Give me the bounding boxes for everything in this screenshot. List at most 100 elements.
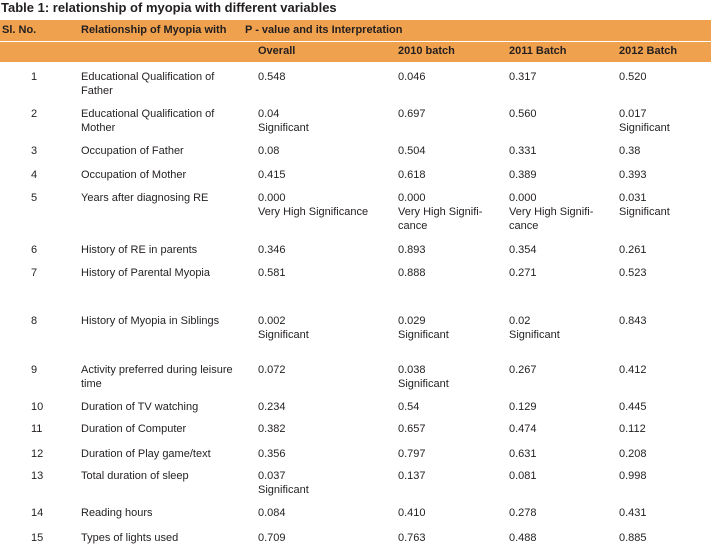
cell-2010-batch: 0.410 (398, 507, 426, 519)
cell-2010-batch: 0.888 (398, 267, 426, 279)
cell-relationship: Duration of Computer (81, 423, 187, 435)
cell-2010-batch: 0.029 Significant (398, 315, 449, 341)
cell-2010-batch: 0.763 (398, 532, 426, 544)
cell-2012-batch: 0.523 (619, 267, 647, 279)
cell-2012-batch: 0.412 (619, 364, 647, 376)
cell-sl-no: 11 (31, 423, 43, 435)
cell-overall: 0.000 Very High Significance (258, 192, 369, 218)
cell-overall: 0.709 (258, 532, 286, 544)
cell-2012-batch: 0.843 (619, 315, 647, 327)
cell-relationship: Educational Qualification of Father (81, 71, 215, 97)
cell-sl-no: 12 (31, 448, 44, 460)
cell-sl-no: 1 (31, 71, 38, 83)
cell-2011-batch: 0.389 (509, 169, 537, 181)
cell-2011-batch: 0.02 Significant (509, 315, 560, 341)
header-p-value: P - value and its Interpretation (245, 24, 403, 36)
cell-sl-no: 3 (31, 145, 38, 157)
cell-2011-batch: 0.317 (509, 71, 537, 83)
cell-2012-batch: 0.38 (619, 145, 641, 157)
cell-sl-no: 13 (31, 470, 44, 482)
header-row-2 (0, 41, 711, 62)
header-relationship: Relationship of Myopia with (81, 24, 227, 36)
cell-relationship: Years after diagnosing RE (81, 192, 209, 204)
cell-sl-no: 6 (31, 244, 38, 256)
cell-overall: 0.04 Significant (258, 108, 309, 134)
cell-2012-batch: 0.998 (619, 470, 647, 482)
cell-2012-batch: 0.885 (619, 532, 647, 544)
cell-2011-batch: 0.560 (509, 108, 537, 120)
cell-relationship: Occupation of Mother (81, 169, 187, 181)
cell-2010-batch: 0.697 (398, 108, 426, 120)
header-2010-batch: 2010 batch (398, 45, 455, 57)
cell-2011-batch: 0.267 (509, 364, 537, 376)
cell-2011-batch: 0.129 (509, 401, 537, 413)
cell-2010-batch: 0.038 Significant (398, 364, 449, 390)
cell-overall: 0.548 (258, 71, 286, 83)
header-sl-no: Sl. No. (2, 24, 37, 36)
cell-overall: 0.581 (258, 267, 286, 279)
cell-overall: 0.415 (258, 169, 286, 181)
cell-relationship: History of Parental Myopia (81, 267, 210, 279)
cell-overall: 0.037 Significant (258, 470, 309, 496)
cell-relationship: Total duration of sleep (81, 470, 189, 482)
cell-relationship: Types of lights used (81, 532, 179, 544)
cell-overall: 0.346 (258, 244, 286, 256)
cell-2012-batch: 0.261 (619, 244, 647, 256)
cell-2011-batch: 0.331 (509, 145, 537, 157)
cell-2011-batch: 0.271 (509, 267, 537, 279)
cell-sl-no: 2 (31, 108, 38, 120)
header-2012-batch: 2012 Batch (619, 45, 678, 57)
cell-2012-batch: 0.112 (619, 423, 646, 435)
cell-overall: 0.234 (258, 401, 286, 413)
cell-sl-no: 9 (31, 364, 38, 376)
cell-relationship: Duration of TV watching (81, 401, 199, 413)
table-title: Table 1: relationship of myopia with dif… (1, 0, 337, 15)
cell-2012-batch: 0.520 (619, 71, 647, 83)
cell-relationship: Reading hours (81, 507, 153, 519)
header-row-1 (0, 20, 711, 41)
cell-2012-batch: 0.031 Significant (619, 192, 670, 218)
cell-2010-batch: 0.797 (398, 448, 426, 460)
cell-2012-batch: 0.431 (619, 507, 647, 519)
cell-overall: 0.072 (258, 364, 286, 376)
cell-sl-no: 15 (31, 532, 44, 544)
cell-sl-no: 10 (31, 401, 44, 413)
cell-2011-batch: 0.081 (509, 470, 537, 482)
header-separator (0, 41, 711, 42)
header-overall: Overall (258, 45, 296, 57)
cell-sl-no: 4 (31, 169, 38, 181)
cell-overall: 0.382 (258, 423, 286, 435)
cell-overall: 0.002 Significant (258, 315, 309, 341)
cell-2011-batch: 0.474 (509, 423, 537, 435)
cell-relationship: Educational Qualification of Mother (81, 108, 215, 134)
cell-2010-batch: 0.618 (398, 169, 426, 181)
cell-relationship: Occupation of Father (81, 145, 184, 157)
cell-2010-batch: 0.137 (398, 470, 426, 482)
cell-2010-batch: 0.504 (398, 145, 426, 157)
cell-overall: 0.08 (258, 145, 280, 157)
cell-2012-batch: 0.017 Significant (619, 108, 670, 134)
cell-overall: 0.356 (258, 448, 286, 460)
cell-2010-batch: 0.657 (398, 423, 426, 435)
cell-sl-no: 7 (31, 267, 38, 279)
cell-2011-batch: 0.488 (509, 532, 537, 544)
cell-2011-batch: 0.354 (509, 244, 537, 256)
cell-2012-batch: 0.393 (619, 169, 647, 181)
cell-sl-no: 8 (31, 315, 38, 327)
cell-overall: 0.084 (258, 507, 286, 519)
cell-relationship: Activity preferred during leisure time (81, 364, 233, 390)
cell-2011-batch: 0.278 (509, 507, 537, 519)
cell-sl-no: 5 (31, 192, 38, 204)
cell-2010-batch: 0.000 Very High Signifi-cance (398, 192, 483, 232)
cell-sl-no: 14 (31, 507, 44, 519)
cell-2012-batch: 0.445 (619, 401, 647, 413)
cell-2010-batch: 0.046 (398, 71, 426, 83)
cell-2010-batch: 0.54 (398, 401, 420, 413)
cell-2010-batch: 0.893 (398, 244, 426, 256)
cell-2011-batch: 0.000 Very High Signifi-cance (509, 192, 594, 232)
cell-relationship: History of Myopia in Siblings (81, 315, 220, 327)
cell-relationship: History of RE in parents (81, 244, 198, 256)
cell-2012-batch: 0.208 (619, 448, 647, 460)
cell-relationship: Duration of Play game/text (81, 448, 211, 460)
